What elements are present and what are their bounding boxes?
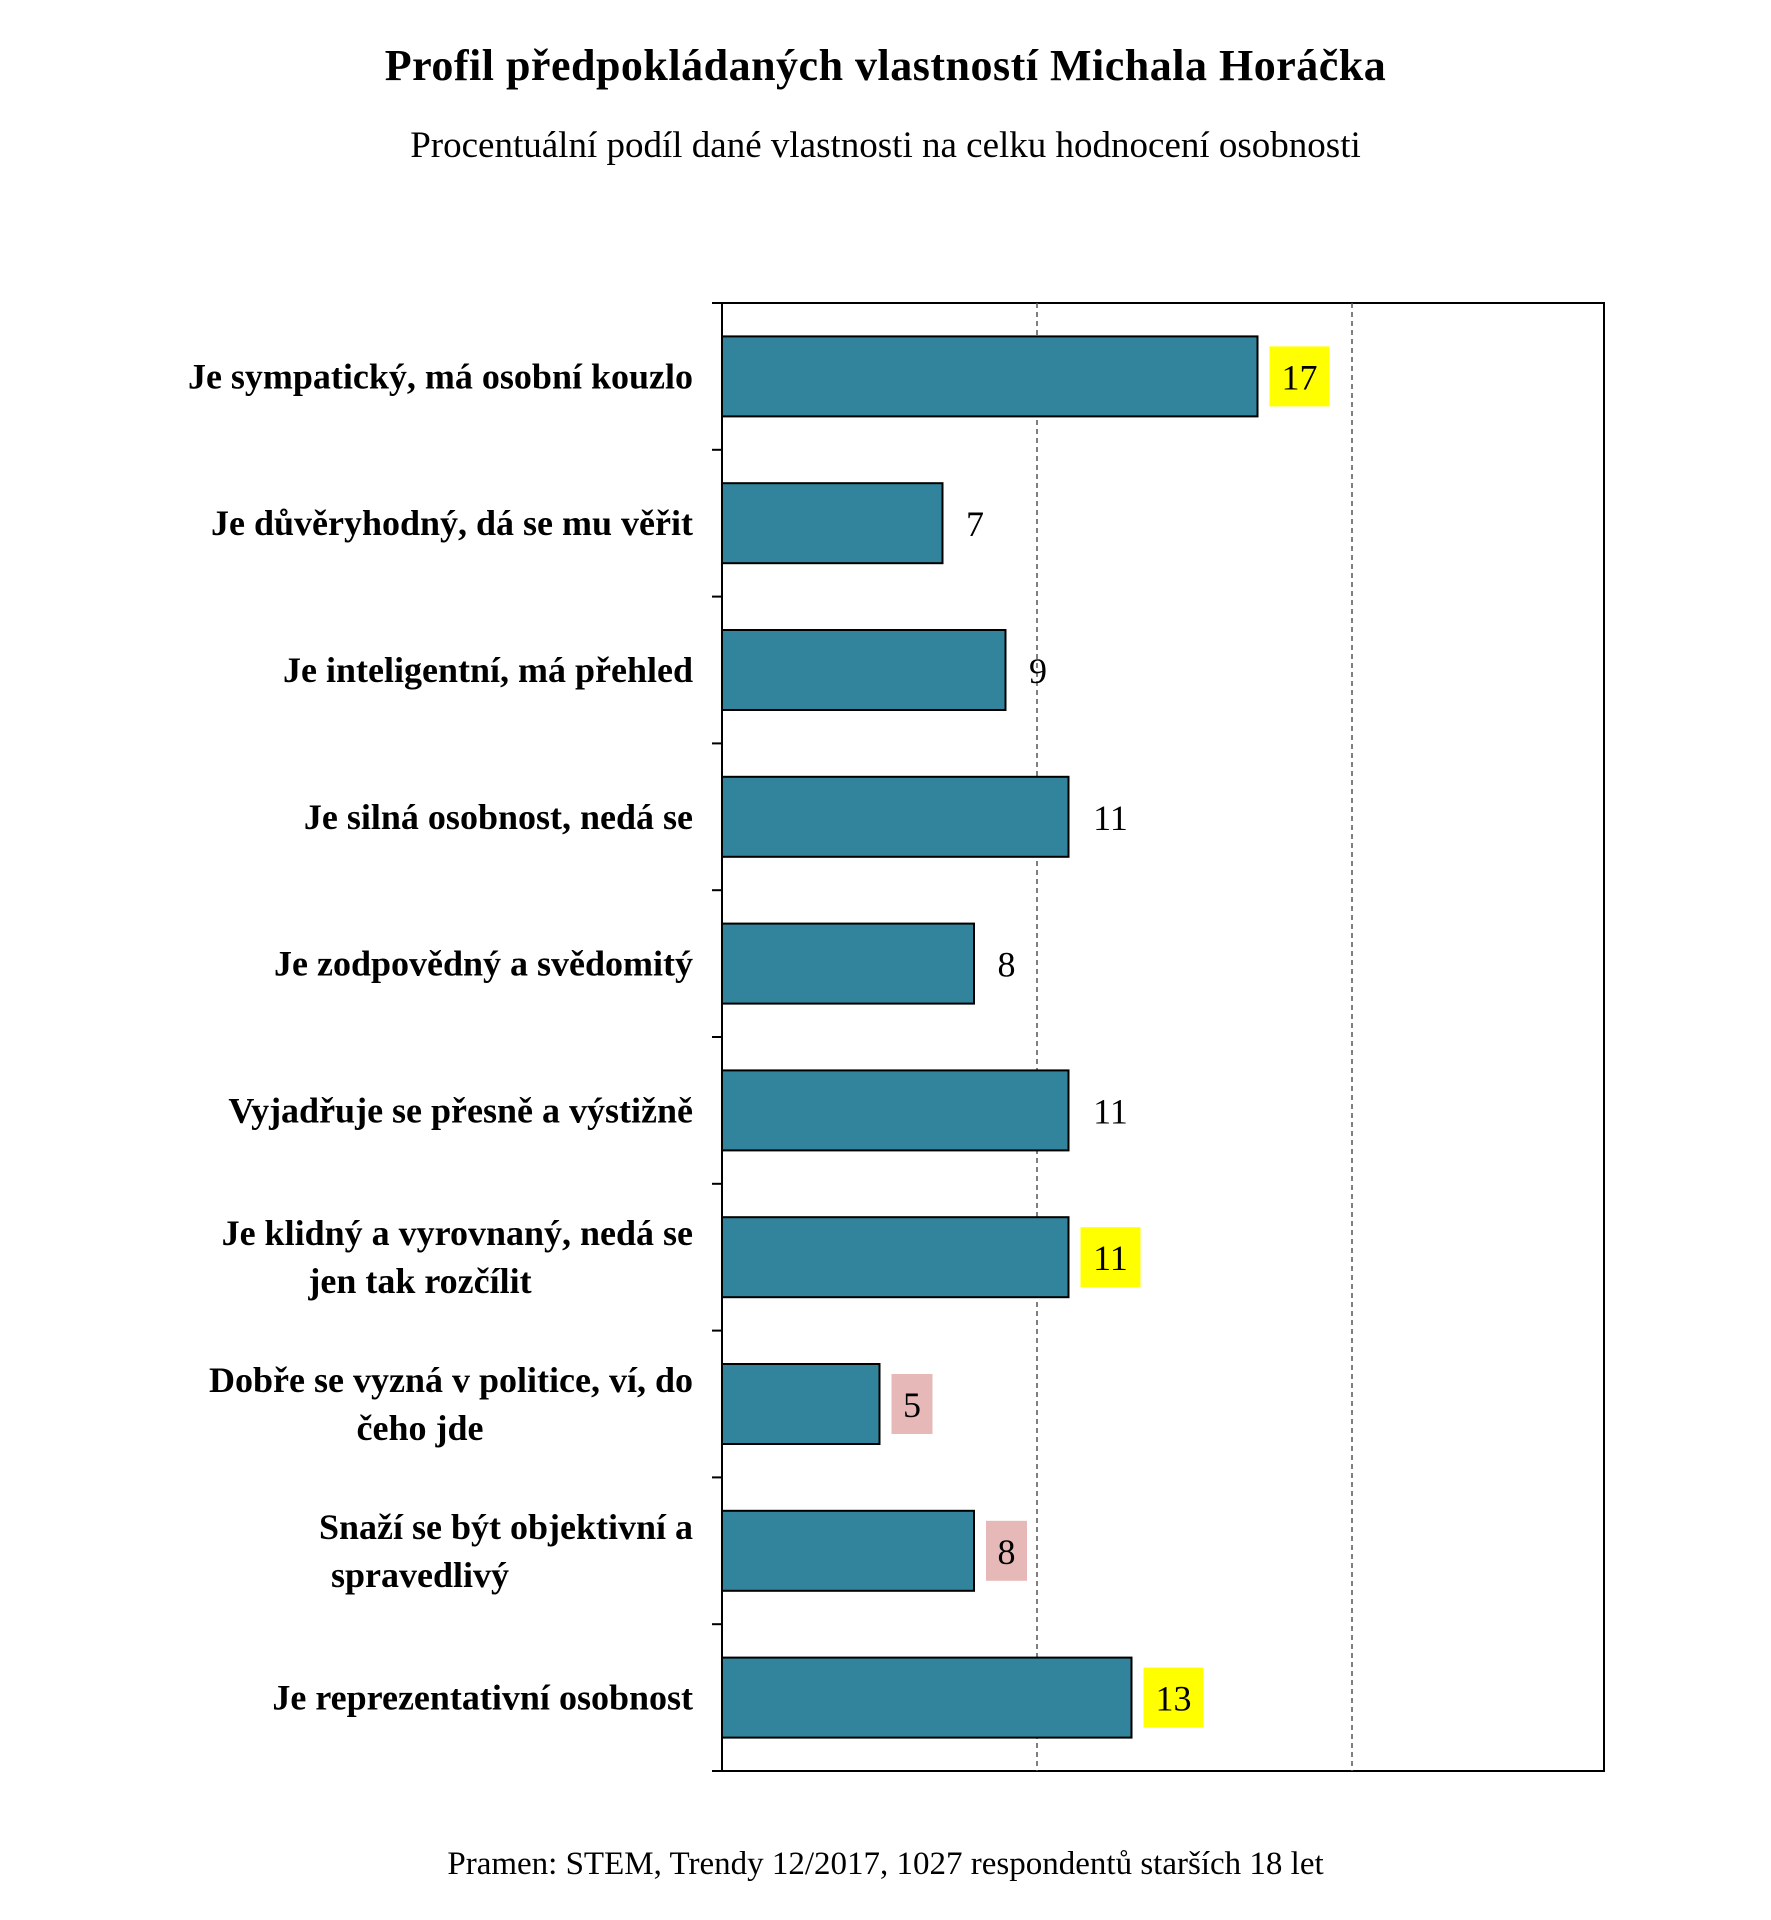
category-label: Dobře se vyzná v politice, ví, do	[209, 1360, 693, 1400]
bar	[721, 1216, 1070, 1299]
value-label-highlight	[1269, 346, 1330, 407]
value-label: 13	[1156, 1679, 1192, 1719]
value-label: 8	[998, 945, 1016, 985]
value-label: 7	[966, 504, 984, 544]
value-label: 11	[1093, 1091, 1128, 1131]
category-label: Je důvěryhodný, dá se mu věřit	[211, 503, 693, 543]
value-label: 17	[1282, 357, 1318, 397]
category-label: čeho jde	[357, 1408, 484, 1448]
category-label: spravedlivý	[331, 1555, 509, 1595]
bar	[721, 482, 944, 565]
category-label: Je reprezentativní osobnost	[272, 1678, 693, 1718]
value-label: 8	[998, 1532, 1016, 1572]
bar	[721, 1509, 975, 1592]
chart-title: Profil předpokládaných vlastností Michal…	[384, 41, 1387, 90]
bar	[721, 1363, 881, 1445]
value-label-highlight	[1143, 1667, 1204, 1728]
value-label-highlight	[1080, 1227, 1141, 1288]
category-label: Vyjadřuje se přesně a výstižně	[228, 1090, 693, 1130]
category-label: Je zodpovědný a svědomitý	[274, 944, 693, 984]
value-label: 9	[1029, 651, 1047, 691]
bar	[721, 629, 1007, 711]
category-label: Je sympatický, má osobní kouzlo	[188, 356, 693, 396]
bar	[721, 1069, 1070, 1152]
bar	[721, 1656, 1133, 1739]
value-label: 5	[903, 1385, 921, 1425]
category-label: jen tak rozčílit	[307, 1261, 531, 1301]
category-label: Je klidný a vyrovnaný, nedá se	[222, 1213, 693, 1253]
chart-subtitle: Procentuální podíl dané vlastnosti na ce…	[410, 125, 1361, 166]
category-label: Je inteligentní, má přehled	[283, 650, 693, 690]
category-label: Snaží se být objektivní a	[319, 1507, 693, 1547]
value-label-highlight	[891, 1374, 933, 1434]
bar	[721, 335, 1259, 418]
category-label: Je silná osobnost, nedá se	[304, 797, 693, 837]
value-label-highlight	[986, 1520, 1027, 1581]
bar	[721, 922, 975, 1005]
value-label: 11	[1093, 798, 1128, 838]
value-label: 11	[1093, 1238, 1128, 1278]
source-note: Pramen: STEM, Trendy 12/2017, 1027 respo…	[447, 1846, 1324, 1882]
bar	[721, 775, 1070, 858]
